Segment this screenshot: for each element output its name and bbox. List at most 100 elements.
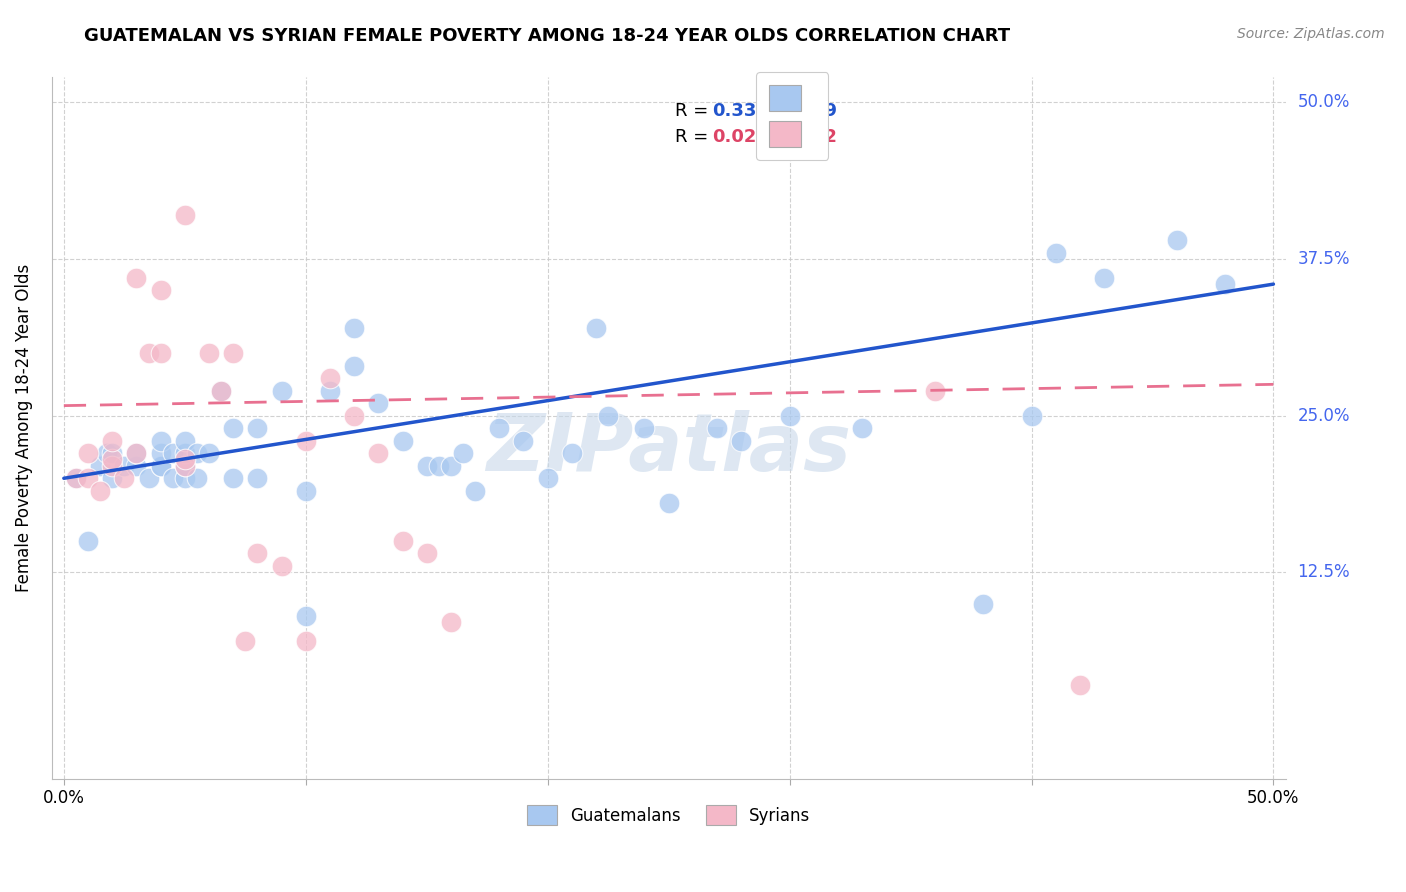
Point bbox=[391, 533, 413, 548]
Text: 50.0%: 50.0% bbox=[1298, 94, 1350, 112]
Point bbox=[173, 208, 195, 222]
Text: GUATEMALAN VS SYRIAN FEMALE POVERTY AMONG 18-24 YEAR OLDS CORRELATION CHART: GUATEMALAN VS SYRIAN FEMALE POVERTY AMON… bbox=[84, 27, 1011, 45]
Point bbox=[77, 471, 100, 485]
Point bbox=[77, 533, 100, 548]
Point bbox=[149, 434, 172, 448]
Point bbox=[101, 446, 124, 460]
Point bbox=[149, 346, 172, 360]
Point bbox=[1092, 271, 1115, 285]
Point bbox=[706, 421, 728, 435]
Point bbox=[149, 458, 172, 473]
Point bbox=[125, 446, 148, 460]
Point bbox=[246, 421, 269, 435]
Point bbox=[972, 597, 994, 611]
Point bbox=[233, 634, 256, 648]
Point bbox=[222, 346, 245, 360]
Point bbox=[162, 446, 184, 460]
Text: 12.5%: 12.5% bbox=[1298, 563, 1350, 582]
Point bbox=[343, 409, 366, 423]
Point bbox=[173, 458, 195, 473]
Point bbox=[537, 471, 560, 485]
Point bbox=[294, 483, 316, 498]
Point bbox=[89, 483, 111, 498]
Point bbox=[343, 359, 366, 373]
Point bbox=[779, 409, 801, 423]
Point bbox=[65, 471, 87, 485]
Point bbox=[173, 434, 195, 448]
Point bbox=[427, 458, 450, 473]
Point bbox=[270, 558, 292, 573]
Point bbox=[89, 458, 111, 473]
Point bbox=[488, 421, 510, 435]
Point bbox=[222, 471, 245, 485]
Point bbox=[112, 458, 135, 473]
Point bbox=[415, 458, 437, 473]
Point bbox=[440, 615, 463, 630]
Point bbox=[186, 446, 208, 460]
Point bbox=[415, 546, 437, 560]
Point bbox=[101, 452, 124, 467]
Point bbox=[440, 458, 463, 473]
Point bbox=[173, 446, 195, 460]
Point bbox=[561, 446, 583, 460]
Point bbox=[294, 634, 316, 648]
Point bbox=[1213, 277, 1236, 292]
Point bbox=[173, 458, 195, 473]
Point bbox=[246, 546, 269, 560]
Y-axis label: Female Poverty Among 18-24 Year Olds: Female Poverty Among 18-24 Year Olds bbox=[15, 264, 32, 592]
Point bbox=[464, 483, 486, 498]
Text: 32: 32 bbox=[813, 128, 838, 146]
Point bbox=[1021, 409, 1043, 423]
Point bbox=[658, 496, 681, 510]
Text: 0.331: 0.331 bbox=[711, 102, 769, 120]
Legend: Guatemalans, Syrians: Guatemalans, Syrians bbox=[519, 797, 818, 834]
Point bbox=[633, 421, 655, 435]
Point bbox=[343, 321, 366, 335]
Text: 25.0%: 25.0% bbox=[1298, 407, 1350, 425]
Point bbox=[96, 446, 118, 460]
Point bbox=[1166, 233, 1188, 247]
Point bbox=[246, 471, 269, 485]
Point bbox=[367, 446, 389, 460]
Point bbox=[198, 346, 221, 360]
Point bbox=[924, 384, 946, 398]
Point bbox=[77, 446, 100, 460]
Text: N =: N = bbox=[770, 128, 823, 146]
Point bbox=[149, 458, 172, 473]
Point bbox=[209, 384, 232, 398]
Point bbox=[319, 384, 342, 398]
Text: R =: R = bbox=[675, 128, 714, 146]
Text: N =: N = bbox=[770, 102, 823, 120]
Point bbox=[173, 452, 195, 467]
Point bbox=[512, 434, 534, 448]
Point bbox=[149, 284, 172, 298]
Point bbox=[451, 446, 474, 460]
Point bbox=[598, 409, 620, 423]
Point bbox=[101, 434, 124, 448]
Point bbox=[851, 421, 873, 435]
Point bbox=[125, 271, 148, 285]
Point bbox=[319, 371, 342, 385]
Point bbox=[730, 434, 752, 448]
Text: 59: 59 bbox=[813, 102, 838, 120]
Point bbox=[149, 446, 172, 460]
Point bbox=[294, 434, 316, 448]
Point bbox=[270, 384, 292, 398]
Text: ZIPatlas: ZIPatlas bbox=[486, 410, 851, 488]
Text: R =: R = bbox=[675, 102, 714, 120]
Point bbox=[65, 471, 87, 485]
Text: Source: ZipAtlas.com: Source: ZipAtlas.com bbox=[1237, 27, 1385, 41]
Point bbox=[367, 396, 389, 410]
Point bbox=[112, 471, 135, 485]
Text: 37.5%: 37.5% bbox=[1298, 250, 1350, 268]
Point bbox=[391, 434, 413, 448]
Point bbox=[125, 458, 148, 473]
Text: 0.028: 0.028 bbox=[711, 128, 769, 146]
Point bbox=[101, 471, 124, 485]
Point bbox=[186, 471, 208, 485]
Point bbox=[1045, 245, 1067, 260]
Point bbox=[101, 458, 124, 473]
Point bbox=[173, 471, 195, 485]
Point bbox=[198, 446, 221, 460]
Point bbox=[585, 321, 607, 335]
